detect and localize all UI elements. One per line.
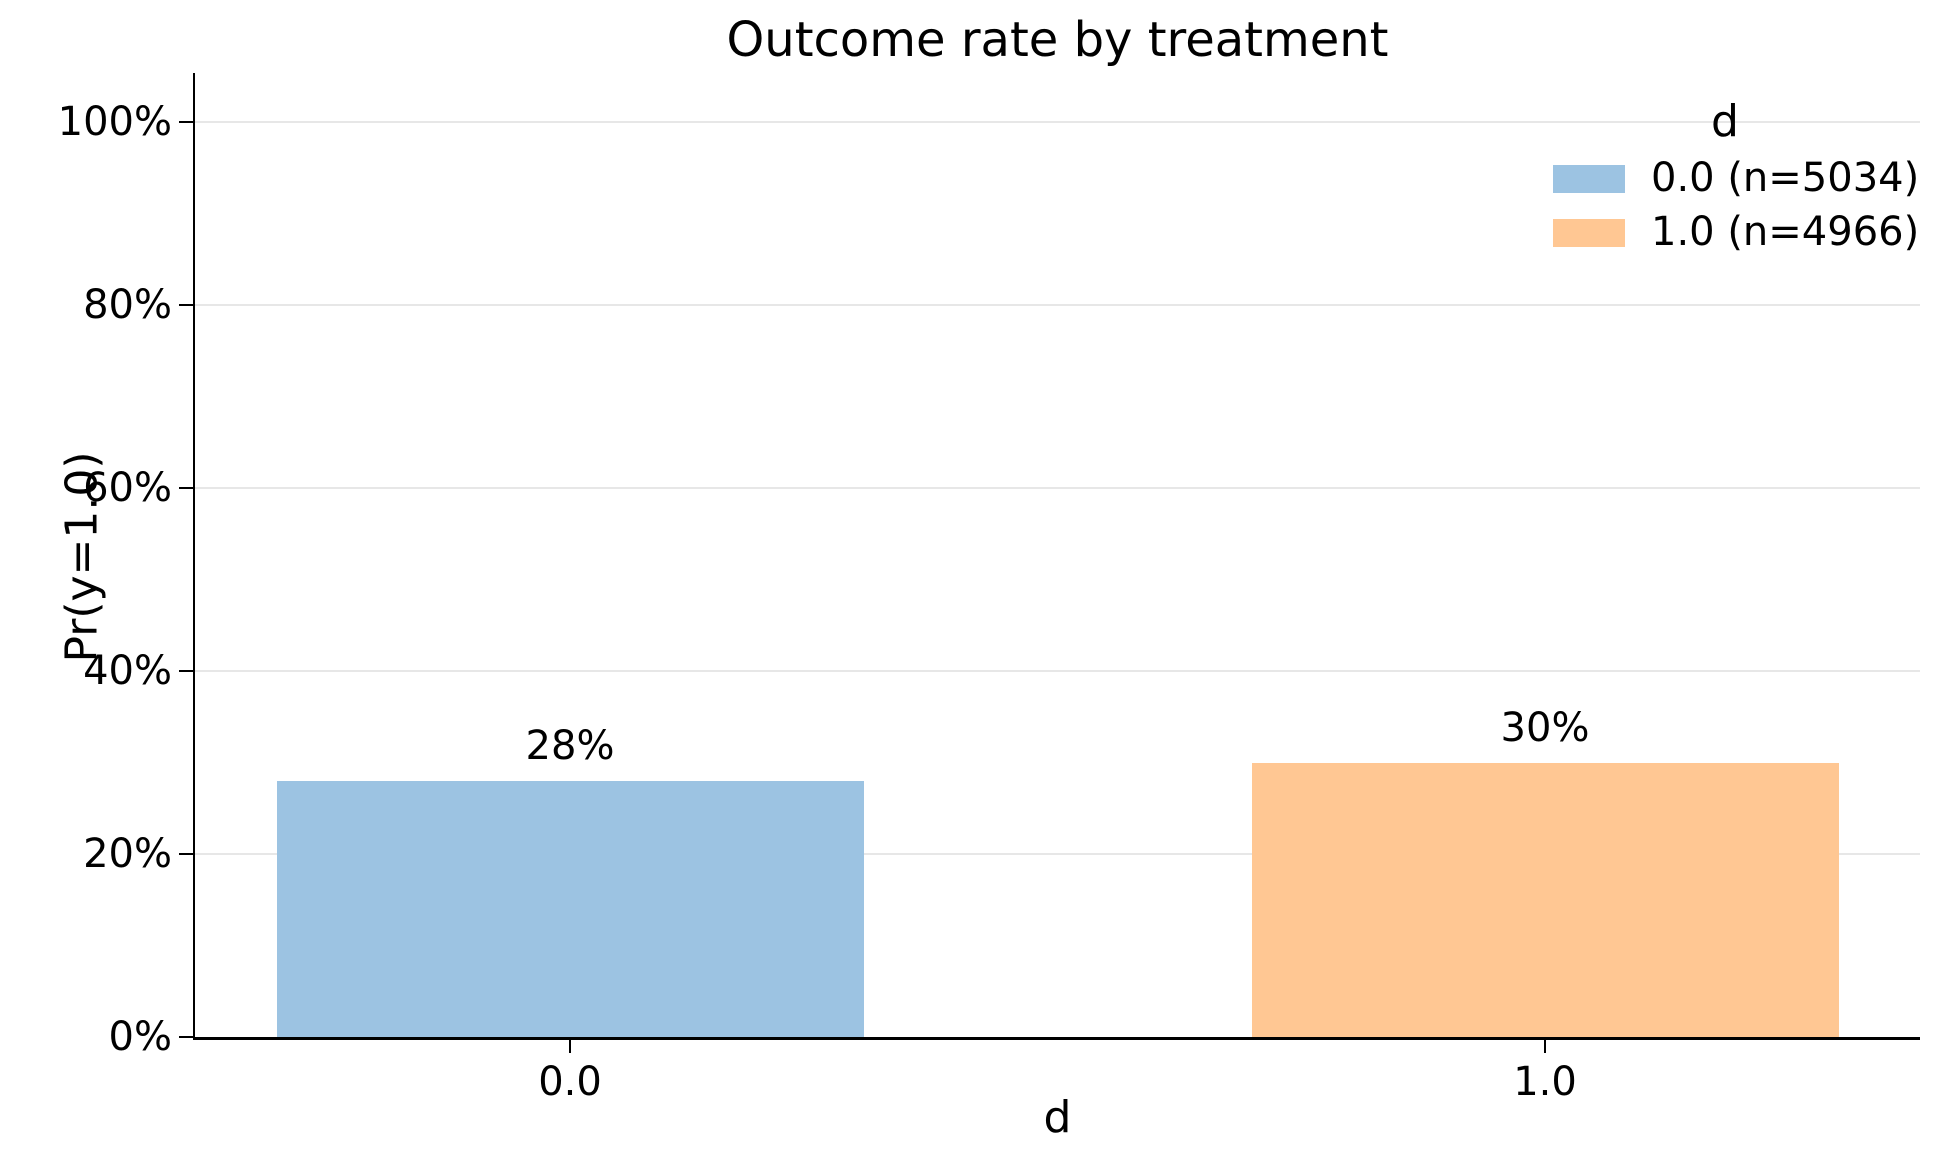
x-axis-label: d [1043,1092,1072,1143]
y-tick-label-60%: 60% [83,465,172,511]
gridline-60% [195,487,1920,489]
legend-title: d [1711,96,1739,147]
legend-entry-1.0: 1.0 (n=4966) [1540,212,1919,253]
bar-value-label-1.0: 30% [1500,704,1590,751]
y-axis-spine [192,73,195,1040]
legend-swatch-1.0 [1553,218,1625,247]
y-tick-label-100%: 100% [57,99,172,145]
legend-entries: 0.0 (n=5034) 1.0 (n=4966) [1540,158,1919,266]
x-tick-mark-1.0 [1543,1039,1547,1053]
y-tick-label-20%: 20% [83,831,172,877]
y-tick-mark-60% [178,486,193,490]
bar-value-label-0.0: 28% [525,722,615,769]
y-tick-label-80%: 80% [83,282,172,328]
gridline-20% [195,853,1920,855]
y-tick-mark-100% [178,120,193,124]
x-tick-label-1.0: 1.0 [1513,1059,1577,1105]
y-tick-mark-0% [178,1035,193,1039]
y-tick-label-40%: 40% [83,648,172,694]
y-tick-label-0%: 0% [108,1014,172,1060]
x-tick-label-0.0: 0.0 [538,1059,602,1105]
bar-1.0 [1251,762,1839,1037]
legend-entry-0.0: 0.0 (n=5034) [1540,158,1919,199]
gridline-100% [195,121,1920,123]
legend-swatch-0.0 [1553,164,1625,193]
legend-entry-label: 0.0 (n=5034) [1651,155,1920,201]
y-tick-mark-20% [178,852,193,856]
bar-0.0 [276,780,864,1037]
y-tick-mark-80% [178,303,193,307]
gridline-80% [195,304,1920,306]
x-axis-spine [192,1037,1920,1040]
y-tick-mark-40% [178,669,193,673]
gridline-40% [195,670,1920,672]
chart-title: Outcome rate by treatment [726,12,1389,68]
legend-entry-label: 1.0 (n=4966) [1651,209,1920,255]
x-tick-mark-0.0 [568,1039,572,1053]
legend: d 0.0 (n=5034) 1.0 (n=4966) [1540,96,1919,266]
